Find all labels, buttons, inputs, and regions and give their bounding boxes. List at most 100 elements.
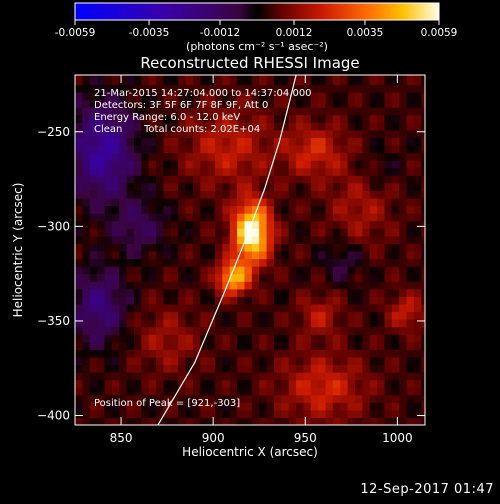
heatmap-pixel: [355, 402, 363, 411]
heatmap-pixel: [288, 152, 297, 161]
heatmap-pixel: [273, 235, 282, 244]
heatmap-pixel: [89, 281, 98, 290]
heatmap-pixel: [325, 273, 334, 282]
heatmap-pixel: [303, 152, 312, 161]
heatmap-pixel: [82, 220, 91, 229]
heatmap-pixel: [192, 266, 201, 275]
heatmap-pixel: [399, 296, 408, 305]
heatmap-pixel: [163, 303, 172, 313]
heatmap-pixel: [207, 197, 216, 207]
heatmap-pixel: [340, 152, 349, 161]
heatmap-pixel: [133, 387, 142, 396]
heatmap-pixel: [251, 273, 260, 282]
heatmap-pixel: [156, 296, 165, 305]
heatmap-pixel: [229, 319, 238, 328]
heatmap-pixel: [303, 372, 312, 381]
heatmap-pixel: [178, 182, 187, 192]
heatmap-pixel: [421, 379, 425, 388]
heatmap-pixel: [192, 190, 201, 199]
heatmap-pixel: [192, 303, 201, 313]
heatmap-pixel: [111, 107, 120, 116]
heatmap-pixel: [288, 409, 297, 419]
heatmap-pixel: [266, 379, 275, 388]
heatmap-pixel: [362, 356, 371, 366]
heatmap-pixel: [244, 75, 253, 78]
heatmap-pixel: [399, 114, 408, 123]
heatmap-pixel: [126, 213, 135, 222]
heatmap-pixel: [75, 372, 83, 381]
heatmap-pixel: [104, 92, 113, 101]
heatmap-pixel: [377, 356, 386, 366]
heatmap-pixel: [133, 356, 142, 366]
heatmap-pixel: [303, 288, 312, 297]
heatmap-pixel: [244, 92, 253, 101]
heatmap-pixel: [399, 364, 408, 373]
heatmap-pixel: [340, 175, 349, 184]
heatmap-pixel: [325, 281, 334, 290]
heatmap-pixel: [215, 409, 223, 419]
heatmap-pixel: [340, 213, 349, 222]
heatmap-pixel: [185, 288, 194, 297]
heatmap-pixel: [310, 372, 319, 381]
heatmap-pixel: [288, 92, 297, 101]
heatmap-pixel: [192, 182, 201, 192]
heatmap-pixel: [178, 84, 187, 93]
heatmap-pixel: [377, 99, 386, 108]
heatmap-pixel: [178, 394, 187, 403]
heatmap-pixel: [141, 76, 150, 86]
heatmap-pixel: [126, 160, 135, 169]
heatmap-pixel: [266, 145, 275, 154]
heatmap-pixel: [310, 114, 319, 123]
heatmap-pixel: [163, 145, 172, 154]
heatmap-pixel: [237, 326, 246, 335]
heatmap-pixel: [222, 114, 231, 123]
heatmap-pixel: [215, 311, 223, 320]
heatmap-pixel: [318, 417, 327, 425]
heatmap-pixel: [148, 129, 157, 139]
heatmap-pixel: [192, 409, 201, 419]
heatmap-pixel: [111, 122, 120, 131]
heatmap-pixel: [259, 273, 268, 282]
heatmap-pixel: [229, 311, 238, 320]
heatmap-pixel: [215, 364, 223, 373]
heatmap-pixel: [104, 258, 113, 267]
heatmap-pixel: [332, 75, 341, 78]
heatmap-pixel: [111, 235, 120, 244]
heatmap-pixel: [156, 122, 165, 131]
heatmap-pixel: [406, 417, 415, 425]
heatmap-pixel: [399, 349, 408, 358]
heatmap-pixel: [244, 409, 253, 419]
heatmap-pixel: [406, 349, 415, 358]
heatmap-pixel: [406, 334, 415, 343]
heatmap-pixel: [82, 349, 91, 358]
heatmap-pixel: [347, 75, 356, 78]
heatmap-pixel: [119, 243, 128, 252]
heatmap-pixel: [229, 75, 238, 78]
heatmap-pixel: [318, 182, 327, 192]
heatmap-pixel: [332, 84, 341, 93]
heatmap-pixel: [362, 266, 371, 275]
heatmap-pixel: [340, 220, 349, 229]
heatmap-pixel: [97, 356, 106, 366]
heatmap-pixel: [170, 266, 179, 275]
heatmap-pixel: [296, 372, 305, 381]
heatmap-pixel: [259, 319, 268, 328]
heatmap-pixel: [75, 379, 83, 388]
heatmap-pixel: [97, 228, 106, 237]
heatmap-pixel: [200, 311, 209, 320]
heatmap-pixel: [421, 235, 425, 244]
heatmap-pixel: [141, 402, 150, 411]
heatmap-pixel: [133, 114, 142, 123]
heatmap-pixel: [126, 326, 135, 335]
heatmap-pixel: [237, 205, 246, 214]
heatmap-pixel: [413, 129, 422, 139]
heatmap-pixel: [170, 92, 179, 101]
heatmap-pixel: [244, 235, 253, 244]
heatmap-pixel: [406, 372, 415, 381]
heatmap-pixel: [111, 213, 120, 222]
heatmap-pixel: [288, 349, 297, 358]
heatmap-pixel: [355, 334, 363, 343]
heatmap-pixel: [215, 266, 223, 275]
heatmap-pixel: [413, 107, 422, 116]
heatmap-pixel: [251, 356, 260, 366]
